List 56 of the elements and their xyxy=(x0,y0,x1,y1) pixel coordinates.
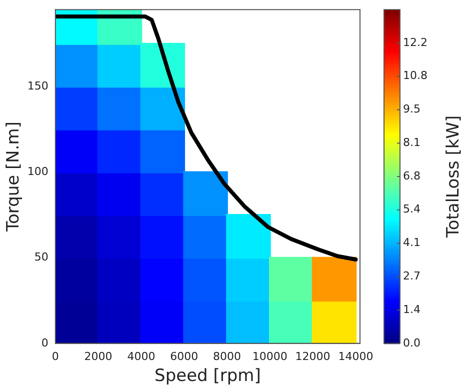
point xyxy=(97,300,142,344)
color-bar-label: 5.4 xyxy=(403,202,420,216)
y-tick-label: 50 xyxy=(34,250,48,264)
point xyxy=(183,214,228,259)
point xyxy=(226,256,271,302)
color-bar-label: 10.8 xyxy=(403,69,428,82)
x-tick-label: 8000 xyxy=(213,350,242,363)
point xyxy=(226,214,271,259)
x-tick-label: 0 xyxy=(52,350,59,363)
color-bar-label: 4.1 xyxy=(403,236,420,250)
y-tick-label: 0 xyxy=(41,336,48,350)
point xyxy=(97,128,142,174)
point xyxy=(268,256,314,302)
point xyxy=(97,214,142,259)
y-axis-title: Torque [N.m] xyxy=(4,122,24,232)
point xyxy=(55,128,100,174)
point xyxy=(268,300,314,344)
color-bar-title: TotalLoss [kW] xyxy=(443,115,464,239)
point xyxy=(140,214,186,259)
x-axis-title: Speed [rpm] xyxy=(154,366,261,386)
color-bar-label: 6.8 xyxy=(403,169,420,182)
x-tick-label: 4000 xyxy=(127,350,156,363)
y-tick-label: 150 xyxy=(27,79,48,92)
point xyxy=(140,42,186,88)
point xyxy=(97,256,142,302)
x-tick-label: 12000 xyxy=(295,350,330,363)
point xyxy=(226,300,271,344)
point xyxy=(140,256,186,302)
point xyxy=(183,256,228,302)
point xyxy=(183,300,228,344)
color-bar-label: 9.5 xyxy=(403,102,420,116)
x-tick-label: 6000 xyxy=(170,350,198,363)
point xyxy=(97,171,142,216)
point xyxy=(97,86,142,130)
x-tick-label: 14000 xyxy=(338,350,374,363)
point xyxy=(55,171,100,216)
point xyxy=(140,171,186,216)
point xyxy=(55,42,100,88)
color-bar-label: 12.2 xyxy=(403,36,428,49)
point xyxy=(183,171,228,216)
color-bar-label: 8.1 xyxy=(403,136,420,149)
point xyxy=(55,256,100,302)
y-tick-label: 100 xyxy=(27,165,48,178)
point xyxy=(140,300,186,344)
point xyxy=(312,256,357,302)
x-tick-label: 10000 xyxy=(252,350,288,363)
point xyxy=(140,128,186,174)
point xyxy=(312,300,357,344)
color-bar-label: 1.4 xyxy=(403,302,420,316)
point xyxy=(97,42,142,88)
color-bar-label: 2.7 xyxy=(403,270,420,282)
point xyxy=(55,300,100,344)
point xyxy=(55,214,100,259)
point xyxy=(55,86,100,130)
x-tick-label: 2000 xyxy=(84,350,112,363)
color-bar-label: 0.0 xyxy=(403,336,420,350)
